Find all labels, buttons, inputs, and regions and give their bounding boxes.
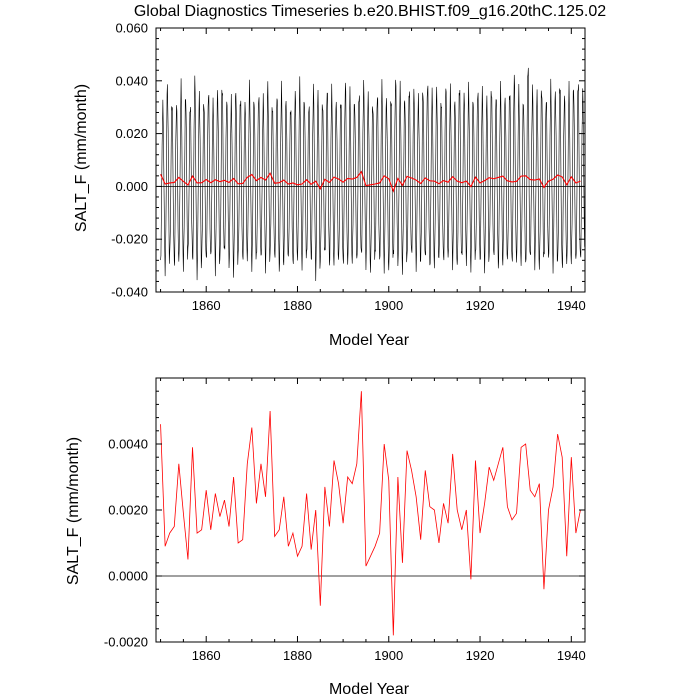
x-tick-label: 1940	[557, 648, 586, 663]
x-tick-label: 1880	[283, 648, 312, 663]
y-tick-label: -0.040	[111, 285, 148, 300]
y-tick-label: 0.040	[115, 73, 148, 88]
y-tick-label: 0.020	[115, 126, 148, 141]
y-tick-label: 0.000	[115, 179, 148, 194]
x-tick-label: 1900	[374, 648, 403, 663]
x-axis-label: Model Year	[329, 681, 410, 698]
x-tick-label: 1860	[192, 648, 221, 663]
y-tick-label: -0.020	[111, 232, 148, 247]
y-tick-label: 0.0000	[108, 569, 148, 584]
plot-frame	[155, 377, 586, 643]
y-tick-label: 0.0020	[108, 503, 148, 518]
series-line-annual	[160, 170, 581, 193]
x-tick-label: 1920	[466, 648, 495, 663]
x-tick-label: 1900	[374, 298, 403, 313]
figure-title: Global Diagnostics Timeseries b.e20.BHIS…	[134, 3, 606, 20]
plot-frame	[155, 27, 586, 293]
x-tick-label: 1860	[192, 298, 221, 313]
x-tick-label: 1940	[557, 298, 586, 313]
y-tick-label: 0.0040	[108, 437, 148, 452]
x-axis-label: Model Year	[329, 332, 410, 349]
y-axis-label: SALT_F (mm/month)	[65, 437, 82, 585]
y-axis-label: SALT_F (mm/month)	[73, 84, 90, 232]
y-tick-label: -0.0020	[104, 635, 148, 650]
y-tick-label: 0.060	[115, 21, 148, 36]
series-line-annual	[160, 391, 581, 636]
series-line-monthly	[160, 67, 585, 281]
panel-annual: Model Year SALT_F (mm/month) 1860 1880 190…	[65, 377, 586, 698]
x-tick-label: 1880	[283, 298, 312, 313]
panel-monthly: Model Year SALT_F (mm/month) 1860 1880 190…	[73, 21, 586, 350]
x-tick-label: 1920	[466, 298, 495, 313]
